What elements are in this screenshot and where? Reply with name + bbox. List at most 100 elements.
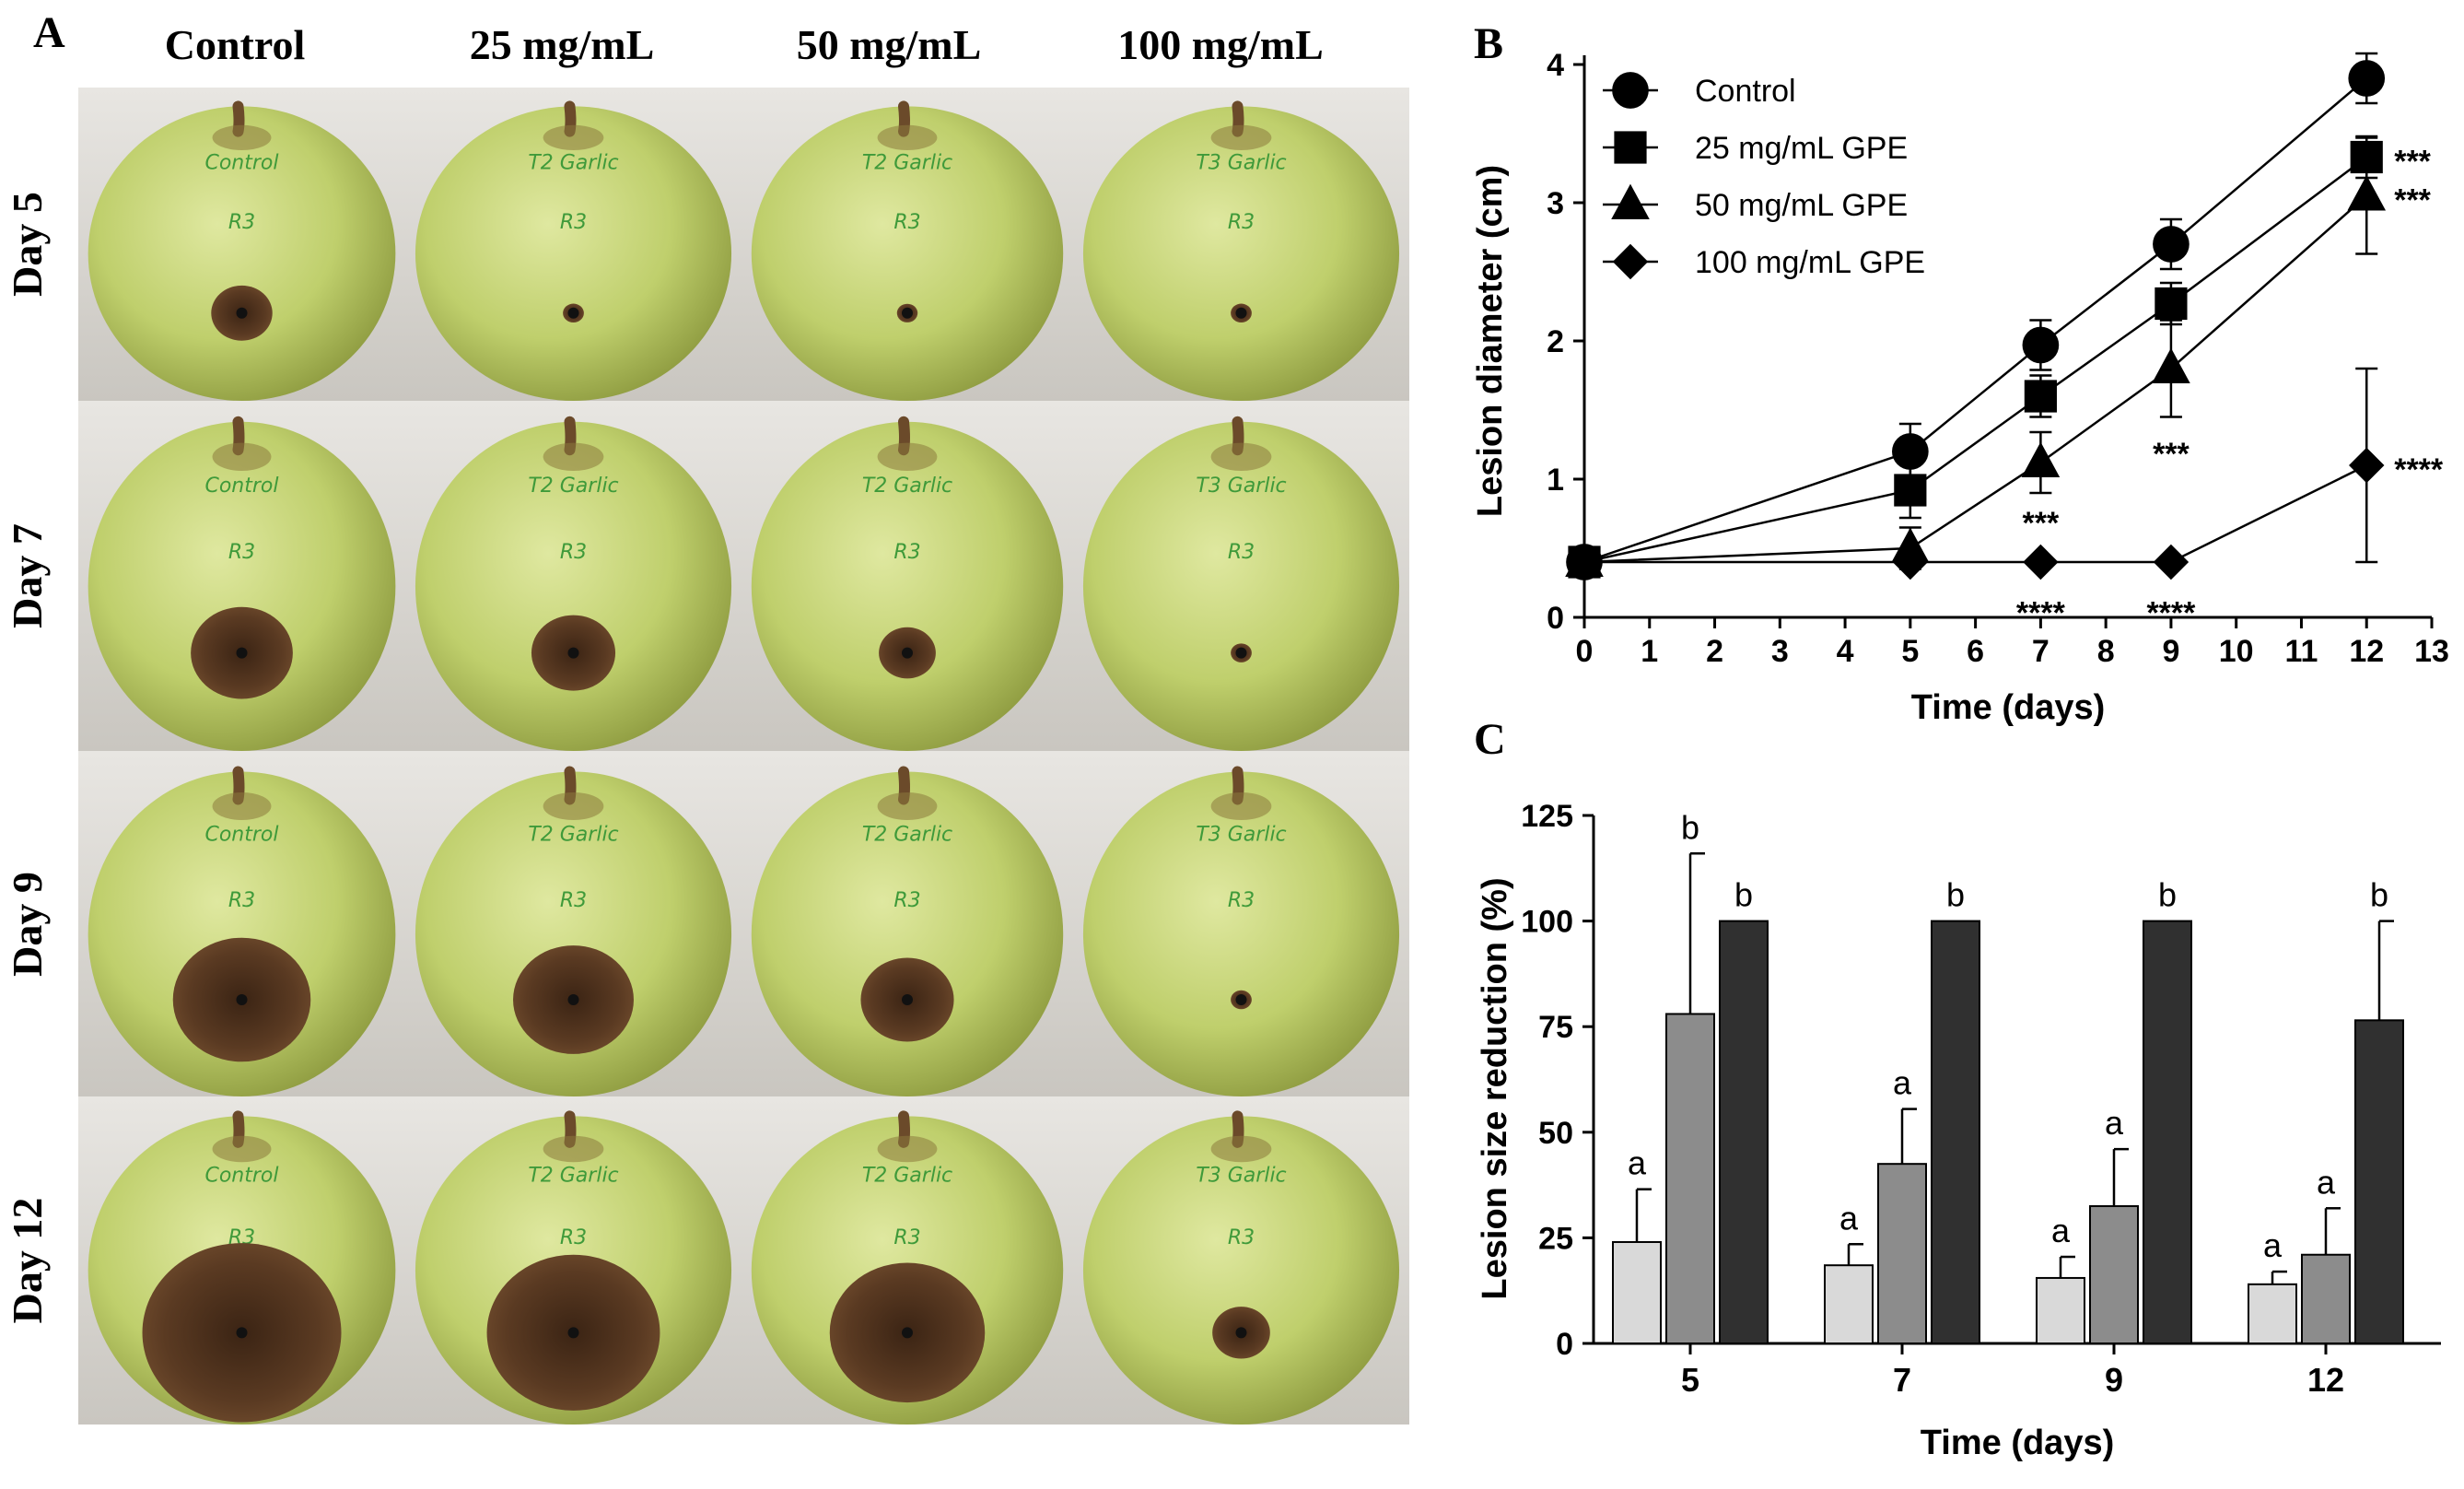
inoculation-wound [1235,647,1247,659]
data-point [2153,226,2190,263]
bar [2248,1283,2297,1344]
x-tick-label: 5 [1901,634,1919,669]
legend-marker-diamond [1612,243,1649,280]
apple-body [415,771,732,1096]
x-tick-label: 10 [2219,634,2254,669]
x-tick-label: 12 [2307,1361,2344,1399]
data-point [2349,447,2385,484]
apple-replicate-mark: R3 [560,211,587,234]
y-tick-label: 2 [1547,324,1564,359]
inoculation-wound [1235,994,1247,1005]
series-square [1568,135,2383,579]
bar [1931,920,1980,1344]
significance-letter: a [2317,1163,2336,1201]
x-tick-label: 8 [2097,634,2115,669]
apple-stem-cavity [212,124,272,150]
apple-photo-r3-c1: Control R3 [78,751,405,1096]
x-tick-label: 6 [1967,634,1984,669]
apple-handwriting: T3 Garlic [1196,151,1286,174]
apple-stem-cavity [877,124,938,150]
apple-stem-cavity [1210,442,1272,471]
apple-replicate-mark: R3 [1228,211,1255,234]
apple-stem-cavity [877,792,938,820]
significance-letter: b [2370,876,2388,914]
apple-body [751,771,1064,1096]
apple-stem-cavity [877,1135,938,1163]
apple-stem-cavity [1210,124,1272,150]
apple-body [88,771,396,1096]
series-diamond [1566,367,2385,580]
significance-letter: b [1734,876,1753,914]
apple-stem-cavity [1210,1135,1272,1163]
x-tick-label: 7 [2032,634,2049,669]
inoculation-wound [567,307,579,319]
inoculation-wound [902,307,913,319]
legend: Control 25 mg/mL GPE 50 mg/mL GPE 100 mg/mL… [1603,72,1925,280]
apple-body [415,106,732,401]
column-header-1: Control [164,21,306,68]
data-point [1892,433,1929,470]
x-tick-label: 7 [1893,1361,1911,1399]
column-header-3: 50 mg/mL [796,21,982,68]
apple-body [751,421,1064,751]
apple-replicate-mark: R3 [228,541,255,564]
x-tick-label: 4 [1837,634,1854,669]
significance-annotation: *** [2394,183,2431,218]
apple-body [751,106,1064,401]
apple-stem-cavity [212,1135,272,1163]
x-tick-label: 12 [2349,634,2384,669]
y-tick-label: 1 [1547,463,1564,498]
apple-photo-r1-c3: T2 Garlic R3 [742,88,1073,401]
apple-stem-cavity [543,792,604,820]
bar [1719,920,1769,1344]
apple-handwriting: Control [204,151,278,174]
x-axis-label: Time (days) [1911,688,2105,727]
data-point [2152,347,2190,383]
bar [1612,1240,1662,1345]
apple-replicate-mark: R3 [1228,889,1255,912]
apple-photo-r4-c2: T2 Garlic R3 [405,1096,742,1425]
significance-annotation: *** [2394,145,2431,180]
y-tick-label: 100 [1521,905,1573,940]
x-tick-label: 11 [2284,634,2318,669]
significance-letter: a [2263,1226,2283,1264]
legend-marker-triangle [1611,183,1650,219]
apple-body [88,106,396,401]
apple-photo-r3-c3: T2 Garlic R3 [742,751,1073,1096]
column-header-2: 25 mg/mL [469,21,655,68]
bar [2089,1205,2139,1344]
significance-letter: b [2158,876,2177,914]
apple-handwriting: T2 Garlic [862,475,952,498]
apple-replicate-mark: R3 [893,1226,920,1249]
apple-replicate-mark: R3 [1228,541,1255,564]
apple-photo-r3-c2: T2 Garlic R3 [405,751,742,1096]
apple-replicate-mark: R3 [560,541,587,564]
apple-replicate-mark: R3 [893,211,920,234]
apple-handwriting: T2 Garlic [862,1165,952,1188]
data-point [1894,474,1927,507]
apple-replicate-mark: R3 [560,889,587,912]
apple-handwriting: T2 Garlic [528,824,618,847]
significance-letter: a [1893,1064,1912,1102]
apple-stem-cavity [543,442,604,471]
apple-stem-cavity [543,124,604,150]
data-point [2024,380,2057,413]
bar [2036,1276,2085,1344]
y-axis-label: Lesion size reduction (%) [1476,877,1514,1299]
apple-photo-r4-c4: T3 Garlic R3 [1073,1096,1409,1425]
series-line [1584,463,2367,564]
apple-photo-r1-c1: Control R3 [78,88,405,401]
significance-annotation: *** [2023,506,2060,541]
apple-handwriting: Control [204,824,278,847]
apple-handwriting: T2 Garlic [862,824,952,847]
apple-body [88,421,396,751]
bar [1824,1264,1874,1344]
y-tick-label: 4 [1547,48,1564,83]
apple-stem-cavity [1210,792,1272,820]
inoculation-wound [902,994,913,1005]
apple-stem-cavity [877,442,938,471]
x-tick-label: 5 [1681,1361,1699,1399]
apple-photo-r2-c2: T2 Garlic R3 [405,401,742,751]
